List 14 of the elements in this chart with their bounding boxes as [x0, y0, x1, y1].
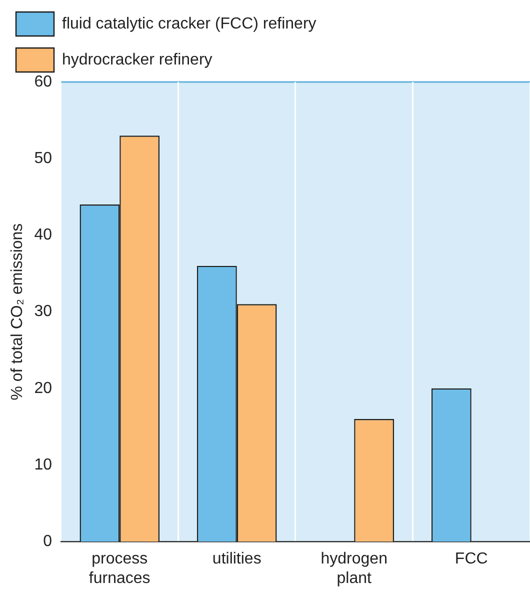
y-tick-label: 30 — [34, 303, 52, 320]
x-tick-label: utilities — [212, 550, 262, 568]
x-tick-label: FCC — [454, 550, 488, 568]
y-tick-label: 0 — [43, 533, 52, 550]
x-tick-label: hydrogen plant — [320, 550, 388, 587]
y-tick-label: 60 — [34, 73, 52, 90]
y-tick-label: 50 — [34, 150, 52, 168]
y-tick-label: 10 — [34, 456, 52, 474]
y-tick-label: 20 — [34, 380, 52, 397]
y-axis-title: % of total CO₂ emissions — [9, 223, 26, 400]
legend-label: fluid catalytic cracker (FCC) refinery — [62, 15, 316, 32]
x-tick-label: process furnaces — [88, 550, 150, 587]
y-tick-label: 40 — [34, 226, 52, 244]
legend-label: hydrocracker refinery — [62, 51, 212, 68]
